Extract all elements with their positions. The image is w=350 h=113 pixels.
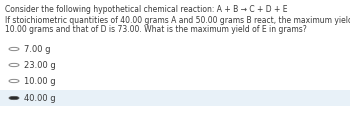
Text: 10.00 grams and that of D is 73.00. What is the maximum yield of E in grams?: 10.00 grams and that of D is 73.00. What… — [5, 25, 307, 34]
Text: 10.00 g: 10.00 g — [24, 77, 56, 86]
FancyBboxPatch shape — [0, 90, 350, 106]
Text: 40.00 g: 40.00 g — [24, 94, 56, 103]
Circle shape — [9, 80, 19, 83]
Circle shape — [9, 97, 19, 100]
Text: If stoichiometric quantities of 40.00 grams A and 50.00 grams B react, the maxim: If stoichiometric quantities of 40.00 gr… — [5, 16, 350, 25]
Circle shape — [9, 64, 19, 67]
Text: 7.00 g: 7.00 g — [24, 45, 50, 54]
Text: Consider the following hypothetical chemical reaction: A + B → C + D + E: Consider the following hypothetical chem… — [5, 5, 287, 14]
Circle shape — [9, 48, 19, 51]
Text: 23.00 g: 23.00 g — [24, 61, 56, 70]
